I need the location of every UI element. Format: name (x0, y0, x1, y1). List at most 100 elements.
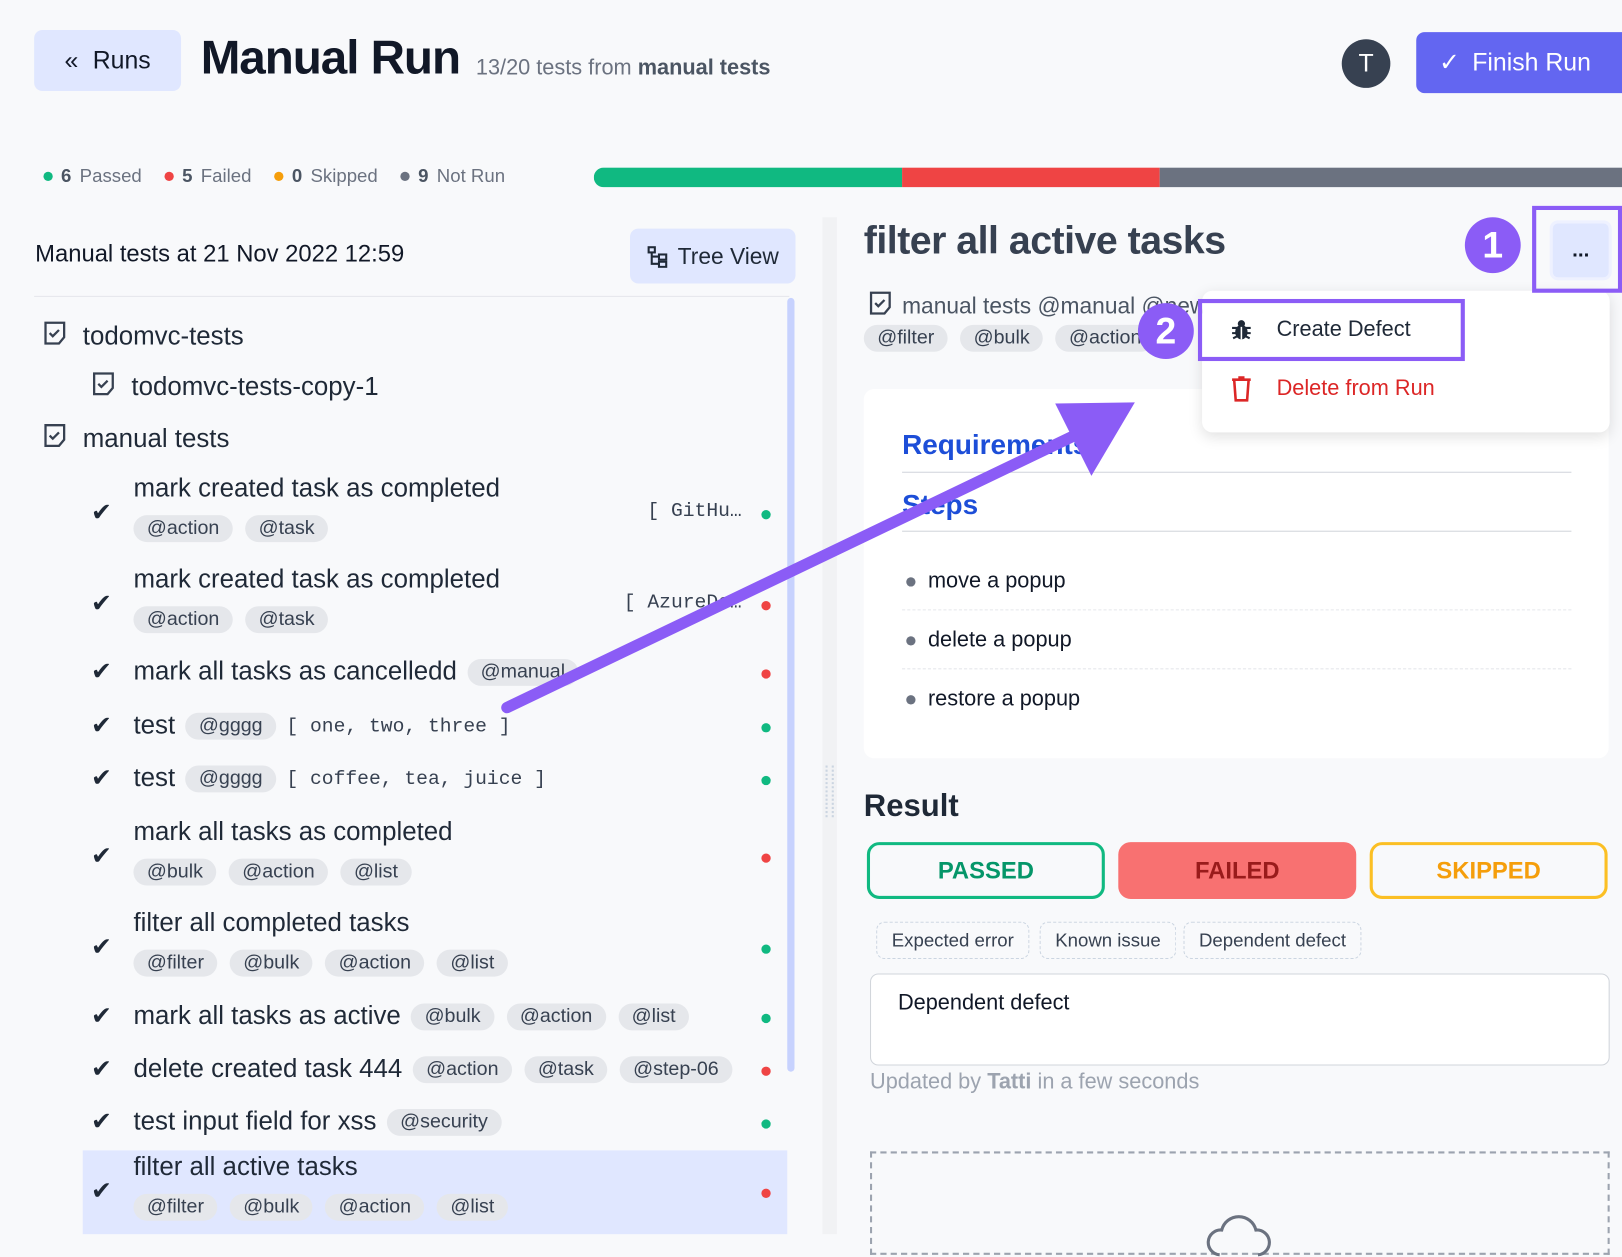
suite-todomvc-tests[interactable]: todomvc-tests (41, 320, 244, 354)
checkmark-icon: ✔ (91, 589, 112, 618)
test-title: test (133, 710, 176, 740)
back-to-runs-button[interactable]: « Runs (34, 30, 182, 92)
menu-item-label: Delete from Run (1276, 376, 1435, 401)
chip-expected-error[interactable]: Expected error (876, 921, 1030, 959)
step-item: delete a popup (906, 628, 1072, 653)
status-dot-icon (761, 944, 771, 954)
status-dot-icon (761, 723, 771, 733)
result-comment-input[interactable]: Dependent defect (870, 973, 1610, 1066)
failed-button[interactable]: FAILED (1118, 842, 1357, 899)
tag: @action (133, 606, 233, 634)
stat-label: Passed (79, 165, 142, 187)
test-params: [ coffee, tea, juice ] (286, 767, 546, 790)
tag: @filter (133, 949, 218, 977)
subtitle-suite: manual tests (637, 55, 771, 80)
issue-link[interactable]: [ AzureDe… (623, 590, 742, 614)
stat-count: 9 (418, 165, 429, 187)
suite-check-icon (90, 370, 117, 404)
tag: @action (325, 949, 425, 977)
attachment-dropzone[interactable] (870, 1151, 1610, 1257)
page-title: Manual Run (200, 30, 461, 84)
tag: @task (524, 1055, 608, 1083)
passed-button[interactable]: PASSED (866, 842, 1105, 899)
test-row[interactable]: ✔ test input field for xss @security (83, 1105, 787, 1142)
test-row[interactable]: ✔ test @gggg [ one, two, three ] (83, 709, 787, 746)
tree-icon (647, 245, 668, 268)
step-item: restore a popup (906, 687, 1080, 712)
chip-dependent-defect[interactable]: Dependent defect (1183, 921, 1362, 959)
skipped-button[interactable]: SKIPPED (1369, 842, 1608, 899)
test-row[interactable]: ✔ mark created task as completed @action @t… (83, 472, 787, 557)
tag: @filter (133, 1193, 218, 1221)
suite-todomvc-tests-copy-1[interactable]: todomvc-tests-copy-1 (90, 370, 379, 404)
annotation-step-2: 2 (1137, 303, 1194, 359)
updated-prefix: Updated by (870, 1069, 982, 1094)
issue-link[interactable]: [ GitHu… (647, 499, 742, 523)
back-label: Runs (92, 46, 151, 74)
tag: @gggg (185, 765, 277, 792)
bullet-icon (906, 635, 916, 646)
cloud-upload-icon (1206, 1215, 1271, 1257)
checkmark-icon: ✔ (91, 1176, 112, 1205)
status-dot-icon (761, 1188, 771, 1198)
stat-label: Skipped (310, 165, 378, 187)
test-title: filter all active tasks (863, 219, 1226, 263)
test-title: delete created task 444 (133, 1054, 403, 1084)
test-row[interactable]: ✔ mark all tasks as completed @bulk @action… (83, 815, 787, 900)
result-heading: Result (863, 789, 959, 824)
tag: @bulk (133, 858, 217, 886)
test-row[interactable]: ✔ mark all tasks as cancelledd @manual (83, 655, 787, 692)
stat-passed: 6 Passed (43, 165, 142, 188)
tag: @list (436, 1193, 508, 1221)
avatar[interactable]: T (1341, 39, 1391, 88)
tree-view-button[interactable]: Tree View (630, 228, 796, 284)
suite-label: manual tests (82, 424, 230, 454)
trash-icon (1232, 376, 1251, 402)
checkmark-icon: ✔ (91, 498, 112, 527)
sidebar-scrollbar[interactable] (787, 297, 795, 1072)
suite-label: todomvc-tests (82, 321, 244, 351)
checkmark-icon: ✔ (91, 711, 112, 740)
progress-segment-passed (593, 167, 903, 188)
test-row[interactable]: ✔ mark all tasks as active @bulk @action @li… (83, 999, 787, 1036)
suite-manual-tests[interactable]: manual tests (41, 422, 229, 456)
finish-run-label: Finish Run (1472, 48, 1591, 77)
requirements-heading: Requirements (902, 429, 1089, 461)
checkmark-icon: ✔ (91, 842, 112, 871)
finish-run-button[interactable]: ✓ Finish Run (1416, 32, 1622, 94)
progress-segment-not_run (1159, 167, 1622, 188)
panel-resizer[interactable] (822, 217, 837, 1235)
suite-check-icon (41, 422, 68, 456)
menu-item-create-defect[interactable]: Create Defect (1229, 318, 1411, 343)
stat-label: Not Run (436, 165, 506, 187)
bullet-icon (906, 576, 916, 587)
test-row[interactable]: ✔ mark created task as completed @action @t… (83, 563, 787, 648)
test-row[interactable]: ✔ filter all completed tasks @filter @bulk @… (83, 906, 787, 991)
progress-segment-failed (902, 167, 1160, 188)
checkmark-icon: ✔ (91, 933, 112, 962)
stat-failed: 5 Failed (164, 165, 252, 188)
status-dot-icon (164, 171, 174, 182)
test-row[interactable]: ✔ filter all active tasks @filter @bulk @act… (82, 1150, 788, 1235)
checkmark-icon: ✔ (91, 764, 112, 793)
checkmark-icon: ✔ (91, 1055, 112, 1084)
stat-label: Failed (200, 165, 252, 187)
test-row[interactable]: ✔ delete created task 444 @action @task @ste… (83, 1052, 787, 1089)
test-title: mark all tasks as cancelledd (133, 656, 457, 686)
subtitle-prefix: 13/20 tests from (475, 55, 632, 80)
menu-item-delete-from-run[interactable]: Delete from Run (1229, 376, 1435, 403)
test-row[interactable]: ✔ test @gggg [ coffee, tea, juice ] (83, 761, 787, 798)
annotation-highlight-more-button (1532, 205, 1622, 293)
tag: @bulk (960, 324, 1044, 352)
page-subtitle: 13/20 tests from manual tests (476, 56, 771, 81)
test-title: mark all tasks as active (133, 1001, 401, 1031)
resize-grip-icon[interactable] (825, 765, 834, 818)
test-options-menu: Create Defect Delete from Run (1202, 290, 1610, 433)
divider (34, 295, 790, 297)
tag: @bulk (229, 949, 313, 977)
chip-known-issue[interactable]: Known issue (1039, 921, 1177, 959)
stat-count: 5 (182, 165, 193, 187)
more-options-button[interactable]: ... (1549, 220, 1612, 281)
tag: @bulk (229, 1193, 313, 1221)
test-params: [ one, two, three ] (286, 714, 511, 738)
